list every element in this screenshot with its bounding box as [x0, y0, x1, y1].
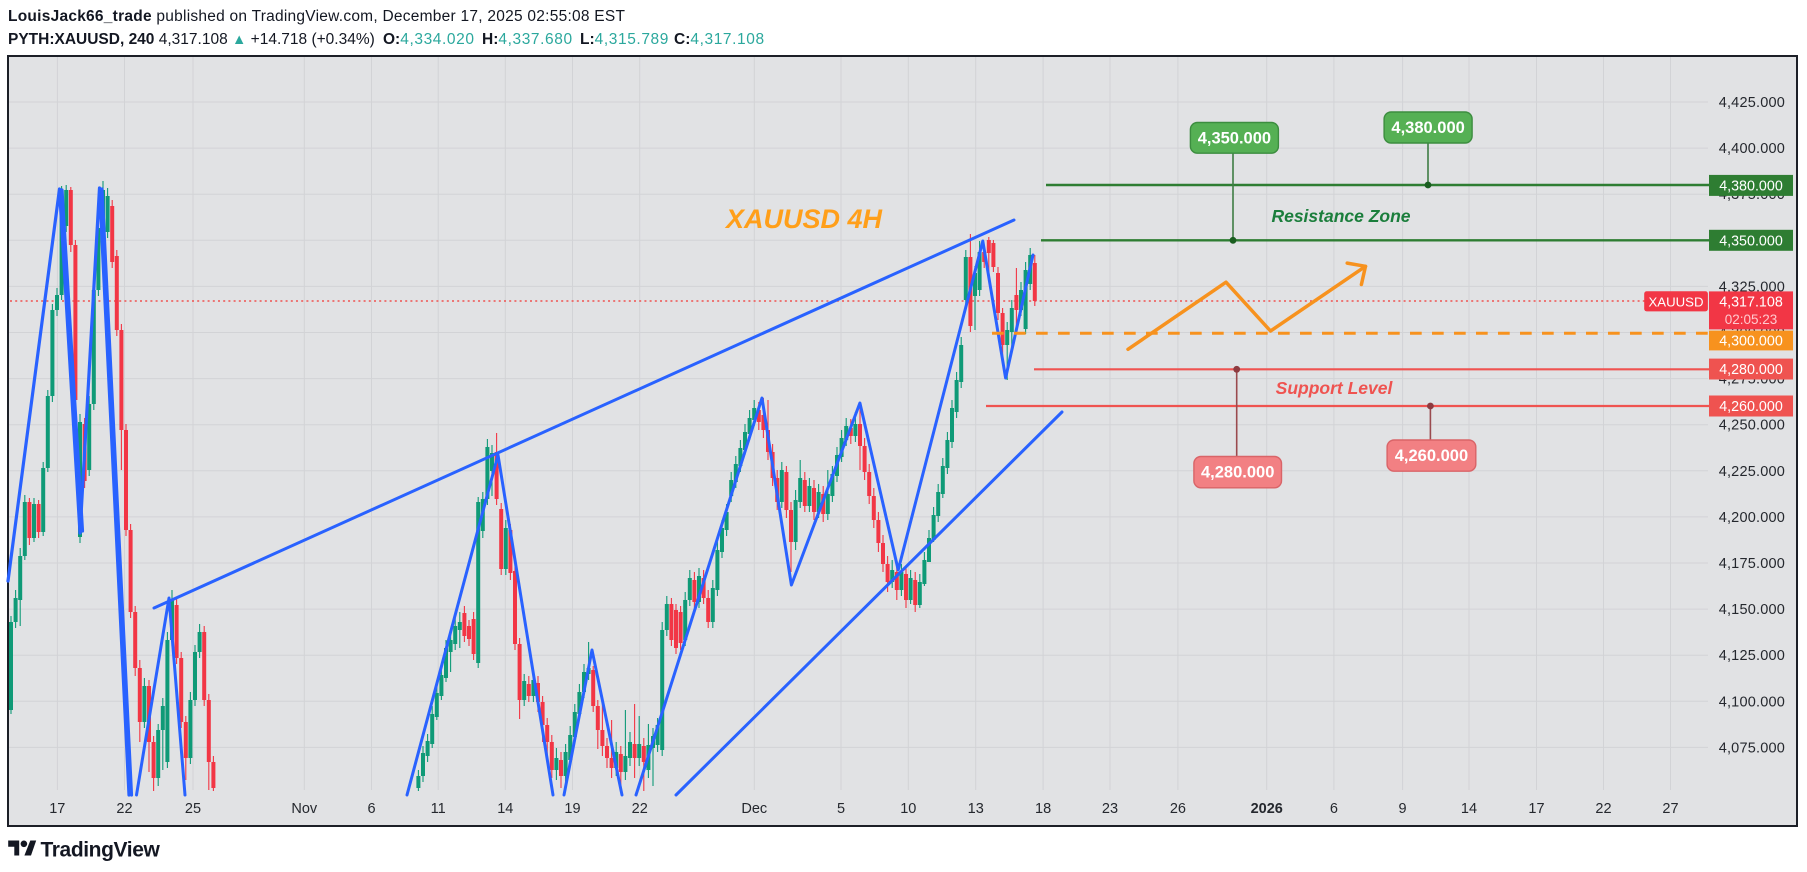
svg-text:4,280.000: 4,280.000 — [1201, 464, 1274, 482]
svg-text:4,100.000: 4,100.000 — [1719, 694, 1785, 710]
svg-text:4,300.000: 4,300.000 — [1719, 334, 1783, 350]
svg-text:4,125.000: 4,125.000 — [1719, 648, 1785, 664]
svg-text:4,150.000: 4,150.000 — [1719, 602, 1785, 618]
svg-text:4,250.000: 4,250.000 — [1719, 418, 1785, 434]
svg-text:5: 5 — [837, 801, 845, 817]
svg-text:17: 17 — [49, 801, 65, 817]
svg-text:XAUUSD 4H: XAUUSD 4H — [724, 204, 883, 234]
svg-text:4,200.000: 4,200.000 — [1719, 510, 1785, 526]
svg-text:4,380.000: 4,380.000 — [1719, 178, 1783, 194]
svg-text:4,380.000: 4,380.000 — [1391, 119, 1464, 137]
svg-text:4,350.000: 4,350.000 — [1719, 233, 1783, 249]
svg-text:4,400.000: 4,400.000 — [1719, 141, 1785, 157]
svg-text:C:4,317.108: C:4,317.108 — [674, 31, 765, 48]
svg-text:11: 11 — [431, 801, 446, 817]
svg-text:25: 25 — [185, 801, 201, 817]
svg-text:19: 19 — [564, 801, 580, 817]
svg-text:14: 14 — [497, 801, 513, 817]
svg-text:4,350.000: 4,350.000 — [1198, 129, 1271, 147]
svg-text:L:4,315.789: L:4,315.789 — [580, 31, 669, 48]
svg-text:LouisJack66_trade published on: LouisJack66_trade published on TradingVi… — [8, 8, 625, 25]
svg-text:4,175.000: 4,175.000 — [1719, 556, 1785, 572]
svg-text:TradingView: TradingView — [41, 839, 161, 862]
svg-text:6: 6 — [1330, 801, 1338, 817]
svg-text:Support Level: Support Level — [1276, 378, 1394, 398]
svg-text:4,425.000: 4,425.000 — [1719, 95, 1785, 111]
svg-text:17: 17 — [1528, 801, 1544, 817]
svg-text:Resistance Zone: Resistance Zone — [1271, 206, 1410, 226]
svg-text:4,260.000: 4,260.000 — [1719, 399, 1783, 415]
svg-text:23: 23 — [1102, 801, 1118, 817]
svg-text:H:4,337.680: H:4,337.680 — [482, 31, 573, 48]
svg-text:O:4,334.020: O:4,334.020 — [383, 31, 475, 48]
svg-text:6: 6 — [367, 801, 375, 817]
svg-text:22: 22 — [632, 801, 648, 817]
svg-text:4,280.000: 4,280.000 — [1719, 362, 1783, 378]
svg-text:9: 9 — [1399, 801, 1407, 817]
svg-text:4,260.000: 4,260.000 — [1395, 447, 1468, 465]
svg-text:XAUUSD: XAUUSD — [1649, 294, 1704, 309]
svg-text:10: 10 — [900, 801, 916, 817]
svg-text:22: 22 — [1595, 801, 1611, 817]
svg-text:2026: 2026 — [1251, 801, 1283, 817]
svg-text:Nov: Nov — [291, 801, 318, 817]
svg-text:27: 27 — [1662, 801, 1678, 817]
svg-text:4,317.108: 4,317.108 — [1719, 295, 1783, 311]
svg-text:4,075.000: 4,075.000 — [1719, 740, 1785, 756]
svg-text:14: 14 — [1461, 801, 1477, 817]
svg-text:22: 22 — [116, 801, 132, 817]
svg-text:26: 26 — [1170, 801, 1186, 817]
svg-text:4,225.000: 4,225.000 — [1719, 464, 1785, 480]
svg-text:PYTH:XAUUSD, 240 4,317.108 ▲: PYTH:XAUUSD, 240 4,317.108 ▲ +14.718 (+0… — [8, 31, 375, 48]
svg-text:Dec: Dec — [741, 801, 767, 817]
svg-text:02:05:23: 02:05:23 — [1725, 312, 1778, 327]
svg-text:13: 13 — [968, 801, 984, 817]
svg-text:18: 18 — [1035, 801, 1051, 817]
